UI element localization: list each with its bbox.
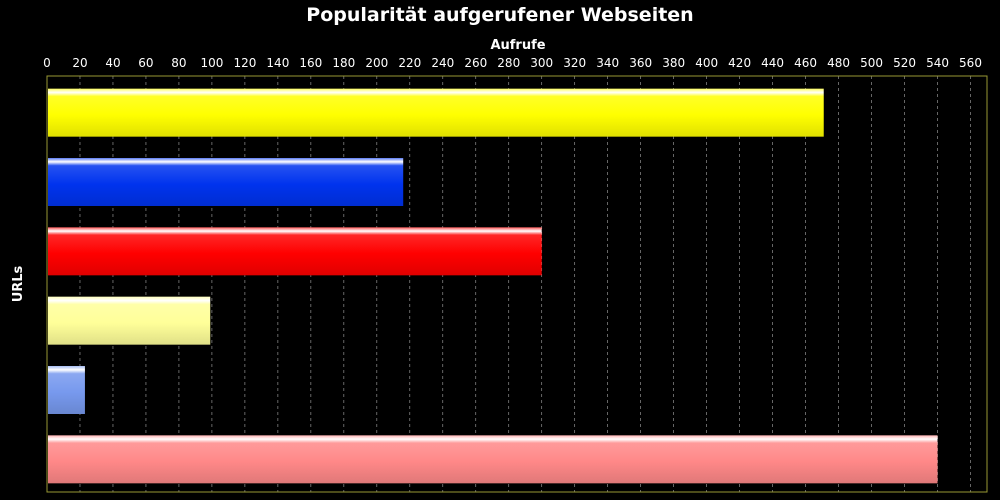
bar — [48, 158, 404, 206]
x-tick-label: 180 — [332, 56, 355, 70]
x-tick-label: 240 — [431, 56, 454, 70]
x-tick-label: 200 — [365, 56, 388, 70]
x-tick-label: 440 — [761, 56, 784, 70]
x-tick-label: 540 — [926, 56, 949, 70]
x-tick-label: 220 — [398, 56, 421, 70]
x-tick-label: 480 — [827, 56, 850, 70]
x-axis-label: Aufrufe — [490, 38, 545, 53]
x-tick-label: 340 — [596, 56, 619, 70]
x-tick-label: 80 — [171, 56, 186, 70]
bar — [48, 227, 542, 276]
x-tick-label: 20 — [72, 56, 87, 70]
bars — [48, 88, 938, 484]
x-tick-label: 160 — [299, 56, 322, 70]
x-tick-label: 100 — [200, 56, 223, 70]
x-tick-label: 320 — [563, 56, 586, 70]
bar — [48, 435, 938, 484]
x-tick-label: 380 — [662, 56, 685, 70]
x-tick-label: 360 — [629, 56, 652, 70]
x-tick-label: 40 — [105, 56, 120, 70]
x-tick-label: 560 — [959, 56, 982, 70]
chart-title: Popularität aufgerufener Webseiten — [306, 4, 693, 26]
x-tick-label: 260 — [464, 56, 487, 70]
y-axis-label: URLs — [11, 265, 26, 302]
x-tick-label: 420 — [728, 56, 751, 70]
x-tick-label: 460 — [794, 56, 817, 70]
plot-frame — [46, 75, 988, 493]
bar — [48, 88, 824, 137]
x-tick-label: 120 — [233, 56, 256, 70]
x-tick-label: 300 — [530, 56, 553, 70]
bar — [48, 366, 85, 414]
x-tick-label: 280 — [497, 56, 520, 70]
x-tick-label: 140 — [266, 56, 289, 70]
bar — [48, 296, 211, 345]
grid-lines — [79, 76, 971, 492]
x-tick-label: 400 — [695, 56, 718, 70]
x-tick-labels: 0 20 40 60 80 100 120 140 160 180 200 220 240 260 280 3… — [43, 56, 982, 70]
x-tick-label: 60 — [138, 56, 153, 70]
x-tick-label: 500 — [860, 56, 883, 70]
x-tick-label: 520 — [893, 56, 916, 70]
x-tick-label: 0 — [43, 56, 51, 70]
